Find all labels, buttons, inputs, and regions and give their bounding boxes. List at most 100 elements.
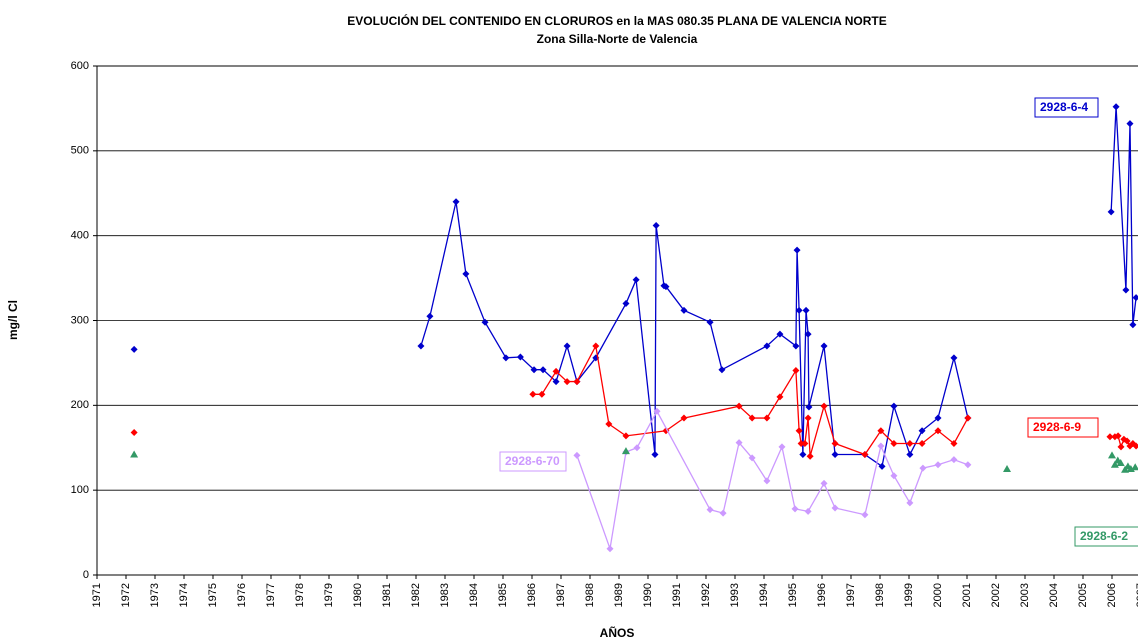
x-tick-label: 1971 — [91, 583, 103, 607]
data-point — [651, 451, 659, 459]
data-point — [776, 393, 784, 401]
data-point — [417, 342, 425, 350]
data-point — [1106, 433, 1114, 441]
data-point — [563, 342, 571, 350]
y-axis-title: mg/l Cl — [6, 300, 20, 340]
data-point — [573, 451, 581, 459]
series-label: 2928-6-4 — [1040, 100, 1088, 114]
series-line — [420, 106, 1137, 468]
data-point — [804, 330, 812, 338]
axes: 0 100 200 300 400 500 600 1971 1972 1973 1974 1975 1… — [71, 60, 1138, 607]
x-tick-label: 2001 — [961, 583, 973, 607]
data-point — [130, 428, 138, 436]
data-point — [606, 545, 614, 553]
data-point — [706, 506, 714, 514]
x-tick-label: 1999 — [903, 583, 915, 607]
data-point — [680, 306, 688, 314]
data-point — [1108, 451, 1116, 459]
x-tick-label: 2003 — [1019, 583, 1031, 607]
data-point — [804, 414, 812, 422]
x-tick-label: 1987 — [555, 583, 567, 607]
x-tick-label: 1998 — [874, 583, 886, 607]
data-point — [632, 276, 640, 284]
x-tick-label: 1979 — [323, 583, 335, 607]
x-tick-label: 1992 — [700, 583, 712, 607]
data-point — [426, 312, 434, 320]
data-point — [1131, 463, 1138, 471]
data-point — [748, 414, 756, 422]
data-point — [538, 390, 546, 398]
x-tick-label: 1989 — [613, 583, 625, 607]
x-tick-label: 1997 — [845, 583, 857, 607]
x-tick-label: 2002 — [990, 583, 1002, 607]
x-tick-label: 1995 — [787, 583, 799, 607]
data-point — [906, 440, 914, 448]
data-point — [735, 402, 743, 410]
data-point — [831, 451, 839, 459]
data-point — [622, 300, 630, 308]
data-point — [820, 479, 828, 487]
x-tick-label: 2005 — [1077, 583, 1089, 607]
data-point — [481, 318, 489, 326]
x-tick-label: 2006 — [1106, 583, 1118, 607]
data-point — [653, 407, 661, 415]
data-point — [950, 354, 958, 362]
data-point — [1117, 443, 1125, 451]
data-point — [539, 366, 547, 374]
data-point — [763, 342, 771, 350]
series-line — [576, 409, 969, 549]
data-point — [718, 366, 726, 374]
chart-title: EVOLUCIÓN DEL CONTENIDO EN CLORUROS en l… — [347, 13, 886, 28]
data-point — [662, 283, 670, 291]
data-point — [621, 447, 630, 455]
data-point — [878, 462, 886, 470]
data-point — [792, 342, 800, 350]
y-tick-label: 300 — [71, 314, 89, 326]
data-point — [778, 443, 786, 451]
x-tick-label: 1994 — [758, 583, 770, 607]
data-point — [706, 318, 714, 326]
data-point — [552, 367, 560, 375]
x-tick-label: 2000 — [932, 583, 944, 607]
data-point — [680, 414, 688, 422]
data-point — [964, 414, 972, 422]
data-point — [861, 451, 869, 459]
data-point — [964, 461, 972, 469]
data-point — [633, 444, 641, 452]
y-tick-label: 500 — [71, 145, 89, 157]
data-point — [763, 477, 771, 485]
data-point — [906, 499, 914, 507]
data-point — [802, 306, 810, 314]
x-tick-label: 2007 — [1135, 583, 1138, 607]
data-point — [776, 330, 784, 338]
x-tick-label: 1973 — [149, 583, 161, 607]
data-point — [950, 456, 958, 464]
y-tick-label: 100 — [71, 484, 89, 496]
data-point — [831, 440, 839, 448]
data-point — [130, 450, 139, 458]
series-label: 2928-6-9 — [1033, 420, 1081, 434]
data-point — [563, 378, 571, 386]
data-point — [1114, 432, 1122, 440]
x-tick-label: 1981 — [381, 583, 393, 607]
data-point — [1132, 294, 1138, 302]
data-point — [934, 414, 942, 422]
data-point — [1003, 464, 1012, 472]
x-tick-label: 1990 — [642, 583, 654, 607]
chart-subtitle: Zona Silla-Norte de Valencia — [537, 32, 698, 46]
data-point — [795, 427, 803, 435]
x-tick-label: 1980 — [352, 583, 364, 607]
x-tick-label: 1996 — [816, 583, 828, 607]
y-tick-label: 400 — [71, 230, 89, 242]
data-point — [1122, 286, 1130, 294]
x-tick-label: 1991 — [671, 583, 683, 607]
data-point — [890, 402, 898, 410]
x-tick-label: 1977 — [265, 583, 277, 607]
data-point — [791, 505, 799, 513]
data-point — [1126, 120, 1134, 128]
data-point — [1116, 459, 1125, 467]
x-tick-label: 1988 — [584, 583, 596, 607]
series-label-box — [1034, 97, 1099, 118]
data-point — [890, 440, 898, 448]
